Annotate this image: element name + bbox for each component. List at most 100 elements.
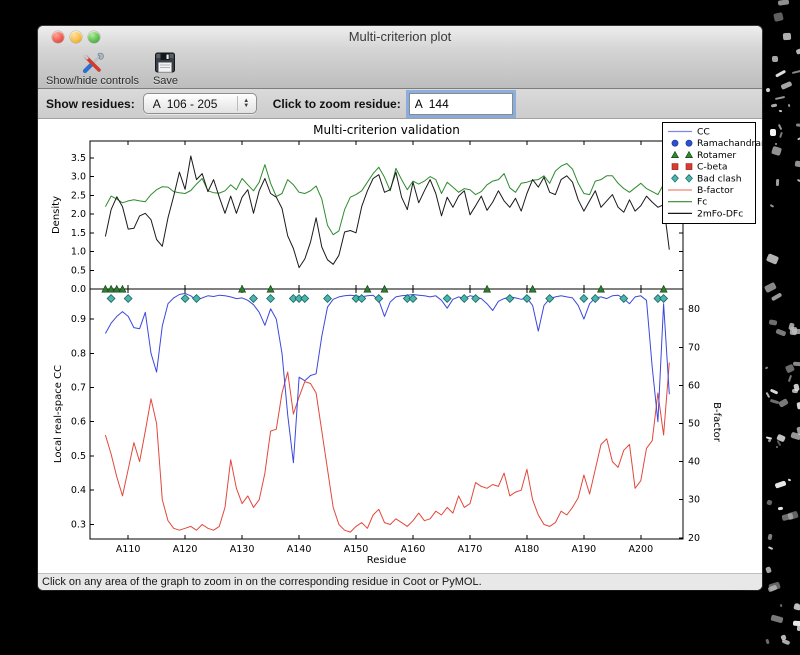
density-axis-title: Density: [51, 196, 62, 234]
noise-speck: [767, 438, 771, 442]
rotamer-outlier-marker: [112, 284, 121, 293]
app-window: Multi-criterion plot Show/hide controls: [38, 26, 762, 590]
noise-speck: [767, 533, 773, 541]
plot-figure: A110 A120 A130 A140 A150 A160 A170 A180 A190 A200…: [38, 119, 762, 573]
legend-label: Ramachandran: [697, 138, 762, 149]
rotamer-outlier-marker: [101, 284, 110, 293]
svg-text:30: 30: [688, 495, 700, 506]
bad-clash-marker: [505, 294, 515, 303]
svg-text:A130: A130: [230, 544, 255, 555]
zoom-button[interactable]: [88, 31, 100, 43]
svg-text:20: 20: [688, 533, 700, 544]
svg-text:0.0: 0.0: [71, 284, 86, 295]
axes: [89, 140, 684, 540]
bad-clash-marker: [374, 294, 384, 303]
tools-icon: [79, 51, 105, 75]
save-label: Save: [152, 75, 179, 87]
svg-text:A140: A140: [287, 544, 312, 555]
noise-speck: [787, 478, 791, 481]
svg-text:0.5: 0.5: [71, 265, 86, 276]
noise-speck: [787, 511, 799, 521]
rotamer-outlier-marker: [107, 284, 116, 293]
save-floppy-icon: [154, 51, 176, 75]
noise-speck: [796, 424, 800, 435]
noise-speck: [770, 398, 780, 405]
svg-text:0.6: 0.6: [71, 417, 86, 428]
bad-clash-marker: [579, 294, 589, 303]
title-bar[interactable]: Multi-criterion plot: [38, 26, 762, 48]
bad-clash-marker: [266, 294, 276, 303]
zoom-residue-input[interactable]: A 144: [408, 92, 513, 115]
x-axis-title: Residue: [367, 555, 406, 566]
svg-text:80: 80: [688, 304, 700, 315]
svg-text:1.0: 1.0: [71, 247, 86, 258]
rotamer-outlier-marker: [118, 284, 127, 293]
save-button[interactable]: Save: [153, 51, 178, 87]
svg-text:0.7: 0.7: [71, 382, 86, 393]
rotamer-outlier-marker: [483, 284, 492, 293]
bad-clash-marker: [123, 294, 133, 303]
noise-speck: [765, 638, 770, 645]
noise-speck: [769, 388, 779, 395]
legend-label: Rotamer: [697, 150, 736, 161]
noise-speck: [787, 104, 791, 108]
svg-text:0.5: 0.5: [71, 451, 86, 462]
noise-speck: [775, 434, 786, 444]
legend-label: CC: [697, 127, 710, 138]
show-residues-label: Show residues:: [46, 96, 135, 111]
svg-text:A180: A180: [515, 544, 540, 555]
noise-speck: [766, 253, 780, 265]
bad-clash-marker: [357, 294, 367, 303]
noise-speck: [771, 55, 778, 62]
rotamer-outlier-marker: [363, 284, 372, 293]
show-residues-dropdown[interactable]: A 106 - 205 ▲ ▼: [142, 93, 257, 114]
multi-criterion-plot-canvas[interactable]: A110 A120 A130 A140 A150 A160 A170 A180 A190 A200…: [38, 119, 762, 573]
minimize-button[interactable]: [70, 31, 82, 43]
svg-text:3.0: 3.0: [71, 172, 86, 183]
bad-clash-marker: [522, 294, 532, 303]
svg-text:A160: A160: [401, 544, 426, 555]
noise-speck: [771, 145, 783, 157]
noise-speck: [774, 480, 787, 489]
noise-speck: [781, 638, 791, 645]
tick-marks: [90, 141, 683, 539]
legend-label: Fc: [697, 197, 707, 208]
noise-speck: [796, 178, 800, 184]
noise-speck: [792, 328, 800, 335]
noise-speck: [781, 512, 794, 522]
svg-text:A190: A190: [572, 544, 597, 555]
close-button[interactable]: [52, 31, 64, 43]
noise-speck: [777, 0, 790, 7]
noise-speck: [775, 328, 787, 337]
b-factor-line: [104, 362, 670, 533]
noise-speck: [777, 506, 784, 511]
cc-line: [104, 292, 670, 464]
rotamer-outlier-marker: [596, 284, 605, 293]
noise-speck: [764, 366, 768, 370]
svg-text:A120: A120: [173, 544, 198, 555]
noise-speck: [778, 109, 782, 112]
bad-clash-marker: [192, 294, 201, 303]
rotamer-outlier-marker: [380, 284, 389, 293]
rotamer-outlier-marker: [266, 284, 275, 293]
noise-speck: [765, 566, 772, 574]
show-hide-controls-button[interactable]: Show/hide controls: [46, 51, 139, 87]
noise-speck: [769, 204, 775, 208]
noise-speck: [765, 391, 771, 399]
noise-speck: [779, 131, 784, 139]
noise-speck: [777, 123, 783, 130]
bad-clash-marker: [442, 294, 452, 303]
noise-speck: [775, 69, 787, 77]
svg-text:3.5: 3.5: [71, 153, 86, 164]
bad-clash-marker: [106, 294, 116, 303]
bad-clash-marker: [180, 294, 190, 303]
noise-speck: [788, 374, 793, 382]
noise-speck: [794, 160, 800, 168]
noise-speck: [775, 96, 785, 101]
bad-clash-marker: [659, 294, 669, 303]
bad-clash-marker: [545, 294, 555, 303]
noise-speck: [792, 361, 800, 366]
noise-speck: [764, 281, 778, 294]
noise-speck: [768, 319, 778, 327]
